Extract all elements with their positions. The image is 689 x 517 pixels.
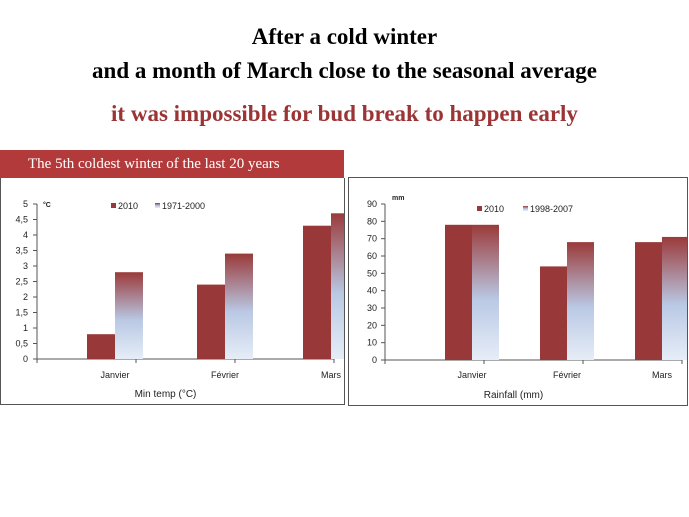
headline-line-2: and a month of March close to the season…: [92, 58, 597, 83]
y-tick-label: 5: [23, 199, 28, 209]
legend-swatch: [155, 203, 160, 208]
bar-average-mars: [331, 213, 344, 359]
y-tick-label: 3: [23, 261, 28, 271]
y-tick-label: 1,5: [15, 308, 28, 318]
bar-average-janvier: [472, 224, 499, 360]
y-tick-label: 80: [367, 216, 377, 226]
y-tick-label: 10: [367, 338, 377, 348]
bar-average-janvier: [115, 272, 143, 359]
y-tick-label: 3,5: [15, 246, 28, 256]
subtitle: it was impossible for bud break to happe…: [111, 101, 578, 126]
bar-recent-mars: [303, 225, 331, 359]
y-tick-label: 40: [367, 286, 377, 296]
x-tick-label: Mars: [321, 370, 341, 380]
bar-recent-janvier: [445, 224, 472, 360]
chart-banner: The 5th coldest winter of the last 20 ye…: [0, 150, 344, 178]
legend-label: 2010: [118, 201, 138, 211]
y-tick-label: 30: [367, 303, 377, 313]
y-tick-label: 2: [23, 292, 28, 302]
y-tick-label: 4: [23, 230, 28, 240]
bar-average-mars: [662, 236, 687, 360]
y-tick-label: 60: [367, 251, 377, 261]
legend-swatch: [523, 206, 528, 211]
y-tick-label: 0: [23, 354, 28, 364]
bar-average-février: [567, 242, 594, 360]
y-tick-label: 90: [367, 199, 377, 209]
bar-recent-janvier: [87, 334, 115, 359]
x-tick-label: Janvier: [457, 370, 486, 380]
rainfall-chart-panel: 0 10 20 30 40 50 60 70 80 90 mm Janvier Février Mars 2…: [348, 177, 688, 406]
bar-recent-février: [197, 284, 225, 359]
y-tick-label: 2,5: [15, 277, 28, 287]
y-tick-label: 0,5: [15, 339, 28, 349]
y-tick-label: 4,5: [15, 215, 28, 225]
legend-swatch: [477, 206, 482, 211]
temperature-chart: 0 0,5 1 1,5 2 2,5 3 3,5 4 4,5 5 °C Janvier Février Mar…: [15, 199, 344, 400]
x-tick-label: Janvier: [100, 370, 129, 380]
legend-label: 1998-2007: [530, 204, 573, 214]
unit-label: mm: [392, 195, 404, 202]
y-tick-label: 0: [372, 355, 377, 365]
x-tick-label: Février: [553, 370, 581, 380]
bar-recent-février: [540, 266, 567, 360]
unit-label: °C: [43, 201, 51, 209]
x-axis-label: Min temp (°C): [135, 389, 197, 400]
bar-average-février: [225, 253, 253, 359]
headline-line-1: After a cold winter: [251, 24, 438, 49]
bar-recent-mars: [635, 242, 662, 360]
legend-swatch: [111, 203, 116, 208]
x-axis-label: Rainfall (mm): [484, 390, 543, 401]
x-tick-label: Février: [211, 370, 239, 380]
y-tick-label: 20: [367, 320, 377, 330]
y-tick-label: 50: [367, 268, 377, 278]
y-tick-label: 1: [23, 323, 28, 333]
x-tick-label: Mars: [652, 370, 672, 380]
y-tick-label: 70: [367, 234, 377, 244]
legend-label: 2010: [484, 204, 504, 214]
temperature-chart-panel: 0 0,5 1 1,5 2 2,5 3 3,5 4 4,5 5 °C Janvier Février Mar…: [0, 178, 345, 405]
rainfall-chart: 0 10 20 30 40 50 60 70 80 90 mm Janvier Février Mars 2…: [367, 195, 687, 401]
legend-label: 1971-2000: [162, 201, 205, 211]
